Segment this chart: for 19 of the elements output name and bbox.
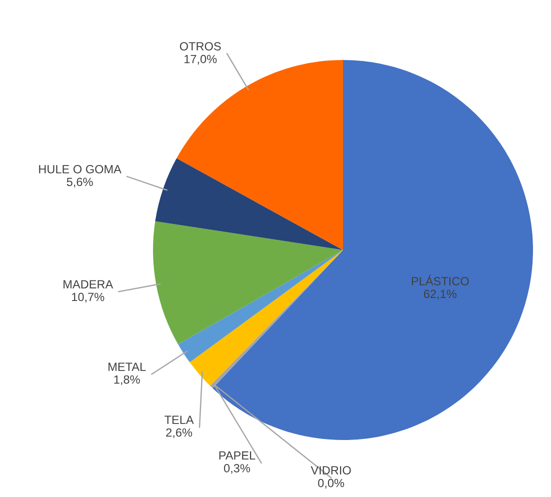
slice-label: TELA (164, 416, 194, 424)
slice-label: MADERA (64, 280, 114, 288)
text: 0,0% (318, 478, 344, 489)
pie-slice (153, 221, 343, 344)
data-label: 10,7% (72, 292, 104, 303)
data-label: 0,3% (224, 464, 250, 474)
data-label: 1,8% (114, 375, 140, 386)
data-label: 2,6% (166, 428, 192, 438)
data-label: 62,1% (424, 290, 456, 300)
slice-label: PLÁSTICO (412, 275, 469, 286)
pie-slice (155, 158, 343, 250)
slice-label: PAPEL (219, 451, 256, 460)
slice-label: HULE O GOMA (39, 165, 122, 174)
data-label: 5,6% (66, 178, 93, 188)
data-label: 17,0% (184, 54, 217, 65)
pie-slice (178, 250, 343, 362)
category-label: VIDRIO (310, 466, 351, 474)
slice-label: OTROS (180, 42, 221, 50)
slice-label: METAL (108, 362, 146, 371)
